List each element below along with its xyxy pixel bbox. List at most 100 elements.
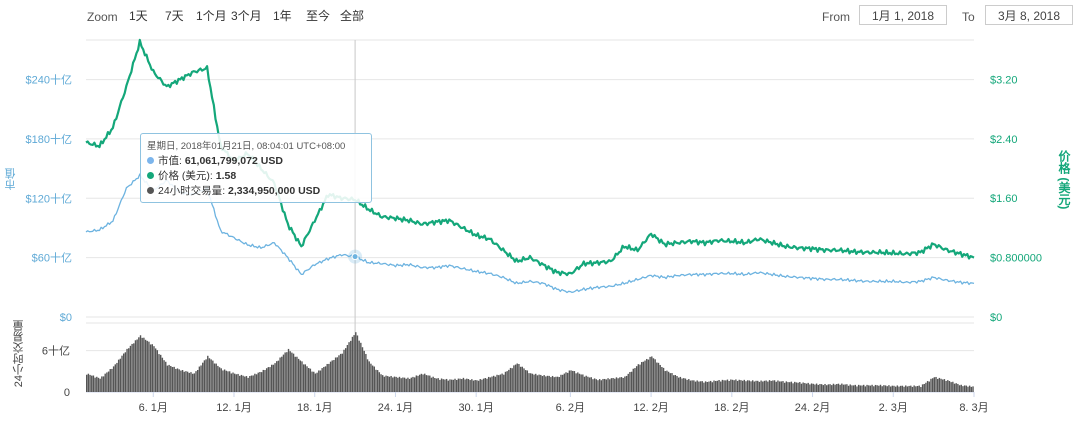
volume-bar <box>639 364 641 392</box>
volume-bar <box>575 373 577 392</box>
zoom-7d-button[interactable]: 7天 <box>165 9 184 23</box>
volume-bar <box>916 386 919 392</box>
volume-bar <box>849 384 851 392</box>
volume-bar <box>158 354 160 392</box>
volume-bar <box>286 352 288 392</box>
volume-bar <box>185 371 187 392</box>
volume-bar <box>329 361 332 392</box>
volume-bar <box>748 380 751 392</box>
volume-bar <box>259 371 261 392</box>
volume-bar <box>696 380 698 392</box>
volume-bar <box>385 375 387 392</box>
volume-bar <box>403 377 406 392</box>
volume-bar <box>622 377 624 392</box>
volume-bar <box>913 385 915 392</box>
volume-bar <box>308 368 310 392</box>
volume-bar <box>570 370 572 392</box>
volume-bar <box>203 360 206 392</box>
volume-bar <box>558 377 560 392</box>
volume-bar <box>593 378 596 392</box>
volume-bar <box>688 379 690 392</box>
volume-bar <box>223 369 226 392</box>
tooltip-row-market-cap: 市值: 61,061,799,072 USD <box>147 154 365 169</box>
volume-bar <box>454 378 456 392</box>
volume-bar <box>630 371 633 392</box>
volume-bar <box>861 385 863 392</box>
volume-bar <box>405 378 407 392</box>
volume-bar <box>161 357 164 392</box>
volume-bar <box>782 381 784 392</box>
volume-bar <box>815 383 818 392</box>
volume-bar <box>341 353 344 392</box>
volume-bar <box>91 375 93 392</box>
volume-bar <box>551 375 554 392</box>
volume-bar <box>536 375 539 392</box>
volume-bar <box>225 370 227 392</box>
volume-bar <box>208 358 211 392</box>
zoom-1y-button[interactable]: 1年 <box>273 9 292 23</box>
zoom-1d-button[interactable]: 1天 <box>129 9 148 23</box>
volume-bar <box>318 370 320 392</box>
volume-bar <box>442 379 444 392</box>
volume-bar <box>839 384 841 392</box>
volume-bar <box>247 377 249 392</box>
volume-bar <box>656 362 658 392</box>
from-date-input[interactable] <box>859 5 947 25</box>
volume-bar <box>328 363 330 392</box>
volume-bar <box>701 381 703 392</box>
volume-bar <box>331 360 333 392</box>
volume-bar <box>868 385 870 392</box>
volume-bar <box>588 377 591 392</box>
volume-bar <box>629 372 631 392</box>
volume-bar <box>521 366 523 392</box>
volume-bar <box>449 379 451 392</box>
volume-bar <box>778 381 781 392</box>
volume-bar <box>765 380 767 392</box>
volume-bar <box>768 380 771 392</box>
volume-bar <box>585 375 587 392</box>
volume-bar <box>407 377 409 392</box>
volume-bar <box>698 381 700 392</box>
zoom-all-button[interactable]: 全部 <box>340 9 365 23</box>
volume-bar <box>672 375 675 392</box>
tooltip-value: 61,061,799,072 USD <box>184 155 283 167</box>
volume-bar <box>213 363 216 392</box>
x-tick-label: 18. 2月 <box>714 402 749 414</box>
volume-bar <box>758 381 761 392</box>
volume-bar <box>230 373 233 392</box>
volume-bar <box>624 376 626 392</box>
volume-bar <box>795 382 798 392</box>
volume-bar <box>531 373 534 392</box>
volume-bar <box>644 360 646 392</box>
volume-bar <box>469 380 471 392</box>
volume-bar <box>242 375 244 392</box>
volume-bar <box>276 361 278 392</box>
volume-bar <box>741 380 744 392</box>
volume-bar <box>641 362 643 392</box>
x-tick-label: 18. 1月 <box>297 402 332 414</box>
volume-bar <box>871 384 873 392</box>
volume-bar <box>121 355 123 392</box>
volume-bar <box>930 378 932 392</box>
volume-bar <box>487 376 490 392</box>
volume-bar <box>691 380 693 392</box>
x-tick-label: 24. 2月 <box>795 402 830 414</box>
zoom-1m-button[interactable]: 1个月 <box>196 9 227 23</box>
volume-bar <box>445 378 448 392</box>
zoom-3m-button[interactable]: 3个月 <box>231 9 262 23</box>
volume-bar <box>694 381 697 392</box>
volume-bar <box>282 354 285 392</box>
volume-bar <box>948 381 951 392</box>
volume-bar <box>541 376 544 392</box>
volume-bar <box>526 370 529 392</box>
volume-bar <box>745 381 747 392</box>
volume-bar <box>535 373 537 392</box>
volume-bar <box>699 381 702 392</box>
volume-bar <box>921 384 924 392</box>
volume-bar <box>635 366 638 392</box>
volume-bar <box>472 380 475 392</box>
volume-bar <box>679 376 682 392</box>
zoom-ytd-button[interactable]: 至今 <box>306 9 331 23</box>
to-date-input[interactable] <box>985 5 1073 25</box>
